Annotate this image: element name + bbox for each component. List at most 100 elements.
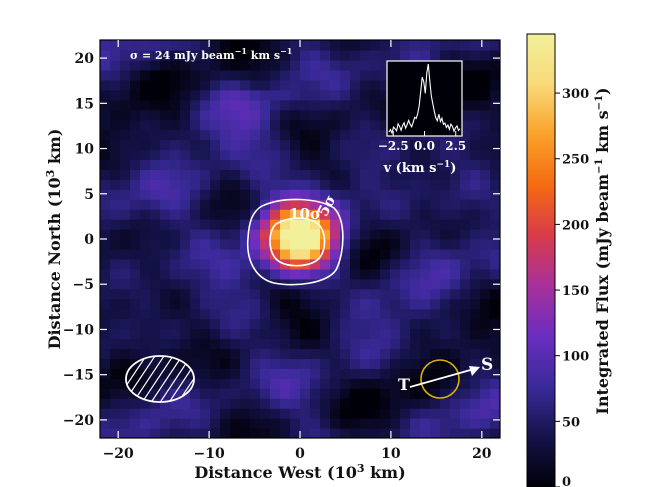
- heatmap-cell: [130, 69, 141, 81]
- heatmap-cell: [260, 358, 271, 369]
- heatmap-cell: [360, 328, 371, 340]
- heatmap-cell: [380, 368, 391, 379]
- heatmap-cell: [190, 119, 201, 131]
- heatmap-cell: [350, 59, 361, 71]
- heatmap-cell: [300, 189, 311, 200]
- heatmap-cell: [180, 258, 191, 270]
- heatmap-cell: [310, 288, 321, 300]
- heatmap-cell: [390, 239, 401, 250]
- heatmap-cell: [160, 288, 171, 300]
- heatmap-cell: [210, 428, 221, 438]
- heatmap-cell: [430, 338, 441, 350]
- heatmap-cell: [210, 159, 221, 170]
- heatmap-cell: [400, 358, 411, 369]
- heatmap-cell: [220, 129, 231, 141]
- heatmap-cell: [230, 278, 241, 290]
- heatmap-cell: [480, 358, 491, 369]
- heatmap-cell: [480, 258, 491, 270]
- heatmap-cell: [310, 388, 321, 399]
- heatmap-cell: [470, 209, 481, 220]
- heatmap-cell: [110, 338, 121, 350]
- heatmap-cell: [430, 378, 441, 389]
- heatmap-cell: [360, 338, 371, 350]
- heatmap-cell: [370, 408, 381, 419]
- heatmap-cell: [220, 59, 231, 71]
- heatmap-cell: [360, 59, 371, 71]
- heatmap-cell: [160, 258, 171, 270]
- x-axis-label: Distance West (103 km): [194, 462, 405, 482]
- heatmap-cell: [420, 209, 431, 220]
- colorbar-tick-label: 300: [562, 87, 589, 102]
- heatmap-cell: [260, 418, 271, 429]
- heatmap-cell: [180, 219, 191, 230]
- heatmap-cell: [490, 248, 500, 260]
- heatmap-cell: [200, 169, 211, 180]
- heatmap-cell: [150, 89, 161, 101]
- heatmap-cell: [150, 368, 161, 379]
- heatmap-cell: [180, 129, 191, 141]
- heatmap-cell: [380, 398, 391, 409]
- heatmap-cell: [160, 149, 171, 160]
- heatmap-cell: [490, 258, 500, 270]
- heatmap-cell: [470, 159, 481, 170]
- heatmap-cell: [350, 129, 361, 141]
- heatmap-cell: [110, 308, 121, 320]
- heatmap-cell: [360, 368, 371, 379]
- heatmap-cell: [470, 49, 481, 61]
- heatmap-cell: [340, 418, 351, 429]
- heatmap-cell: [360, 79, 371, 91]
- heatmap-cell: [370, 388, 381, 399]
- heatmap-cell: [320, 378, 331, 389]
- heatmap-cell: [310, 268, 321, 280]
- heatmap-cell: [320, 149, 331, 160]
- heatmap-cell: [350, 318, 361, 330]
- heatmap-cell: [330, 428, 341, 438]
- heatmap-cell: [220, 318, 231, 330]
- heatmap-cell: [190, 159, 201, 170]
- heatmap-cell: [410, 408, 421, 419]
- heatmap-cell: [350, 348, 361, 359]
- heatmap-cell: [190, 209, 201, 220]
- heatmap-cell: [450, 398, 461, 409]
- heatmap-cell: [340, 229, 351, 240]
- heatmap-cell: [490, 408, 500, 419]
- heatmap-cell: [230, 59, 241, 71]
- heatmap-cell: [180, 268, 191, 280]
- heatmap-cell: [240, 288, 251, 300]
- heatmap-cell: [340, 239, 351, 250]
- heatmap-cell: [480, 119, 491, 131]
- heatmap-cell: [170, 288, 181, 300]
- heatmap-cell: [180, 99, 191, 111]
- heatmap-cell: [310, 219, 321, 230]
- heatmap-cell: [320, 99, 331, 111]
- heatmap-cell: [350, 338, 361, 350]
- heatmap-cell: [440, 288, 451, 300]
- heatmap-cell: [250, 199, 261, 210]
- heatmap-cell: [320, 189, 331, 200]
- heatmap-cell: [410, 159, 421, 170]
- heatmap-cell: [310, 258, 321, 270]
- heatmap-cell: [350, 418, 361, 429]
- heatmap-cell: [290, 149, 301, 160]
- heatmap-cell: [100, 338, 111, 350]
- heatmap-cell: [230, 189, 241, 200]
- heatmap-cell: [260, 318, 271, 330]
- heatmap-cell: [390, 378, 401, 389]
- heatmap-cell: [120, 49, 131, 61]
- heatmap-cell: [310, 149, 321, 160]
- heatmap-cell: [360, 268, 371, 280]
- heatmap-cell: [380, 308, 391, 320]
- heatmap-cell: [280, 338, 291, 350]
- heatmap-cell: [340, 219, 351, 230]
- contour-10sigma-label: 10σ: [289, 205, 321, 223]
- heatmap-cell: [270, 129, 281, 141]
- heatmap-cell: [120, 229, 131, 240]
- heatmap-cell: [490, 99, 500, 111]
- heatmap-cell: [450, 408, 461, 419]
- heatmap-cell: [320, 338, 331, 350]
- heatmap-cell: [100, 428, 111, 438]
- heatmap-cell: [100, 358, 111, 369]
- heatmap-cell: [190, 318, 201, 330]
- heatmap-cell: [480, 99, 491, 111]
- heatmap-cell: [100, 258, 111, 270]
